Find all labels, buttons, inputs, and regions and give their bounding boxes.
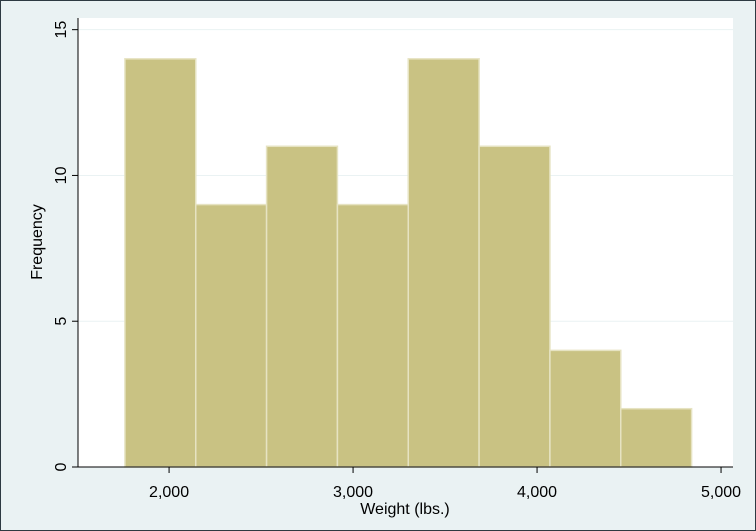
bar xyxy=(478,145,551,468)
bar xyxy=(124,58,197,468)
bar xyxy=(265,145,339,468)
y-tick-label: 10 xyxy=(53,166,70,184)
bar xyxy=(549,349,622,468)
bar xyxy=(195,203,268,468)
x-axis-title: Weight (lbs.) xyxy=(360,501,450,518)
y-tick-label: 5 xyxy=(53,317,70,326)
x-tick-label: 2,000 xyxy=(149,484,189,501)
y-tick-label: 15 xyxy=(53,21,70,39)
y-axis-title: Frequency xyxy=(29,204,46,280)
x-tick-label: 3,000 xyxy=(333,484,373,501)
y-tick-label: 0 xyxy=(53,462,70,471)
bar xyxy=(336,203,410,468)
bar xyxy=(620,407,693,468)
x-tick-label: 5,000 xyxy=(701,484,741,501)
bar xyxy=(407,58,480,468)
x-tick-label: 4,000 xyxy=(517,484,557,501)
